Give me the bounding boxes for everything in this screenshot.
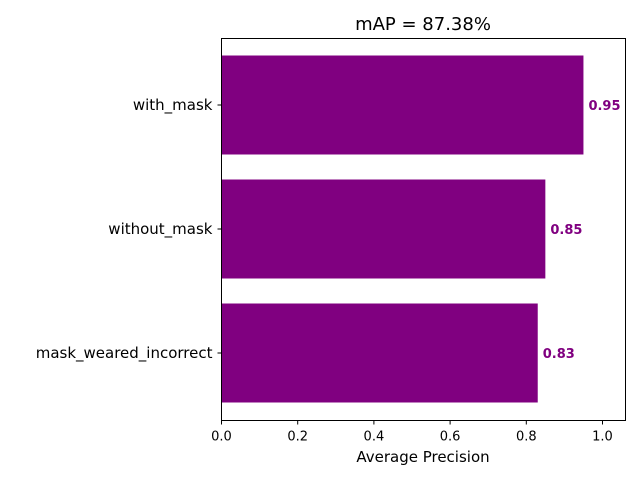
data-label-mask_weared_incorrect: 0.83 <box>543 347 575 362</box>
x-tick-label: 0.2 <box>287 430 308 445</box>
x-tick-label: 1.0 <box>592 430 613 445</box>
bar-with_mask <box>221 55 584 155</box>
y-axis: with_mask without_mask mask_weared_incorre… <box>36 96 222 363</box>
bar-without_mask <box>221 179 546 279</box>
y-tick-label-with_mask: with_mask <box>133 96 213 115</box>
x-axis: 0.0 0.2 0.4 0.6 0.8 1.0 <box>211 420 613 445</box>
x-axis-label: Average Precision <box>356 448 489 466</box>
data-label-with_mask: 0.95 <box>588 99 620 114</box>
y-tick-label-mask_weared_incorrect: mask_weared_incorrect <box>36 344 213 363</box>
bars-group <box>221 55 584 403</box>
x-tick-label: 0.8 <box>516 430 537 445</box>
value-labels-group: 0.95 0.85 0.83 <box>543 99 621 362</box>
chart-title: mAP = 87.38% <box>355 14 491 35</box>
data-label-without_mask: 0.85 <box>550 223 582 238</box>
x-tick-label: 0.6 <box>440 430 461 445</box>
y-tick-label-without_mask: without_mask <box>108 220 213 239</box>
x-tick-label: 0.0 <box>211 430 232 445</box>
bar-mask_weared_incorrect <box>221 303 538 403</box>
x-tick-label: 0.4 <box>364 430 385 445</box>
